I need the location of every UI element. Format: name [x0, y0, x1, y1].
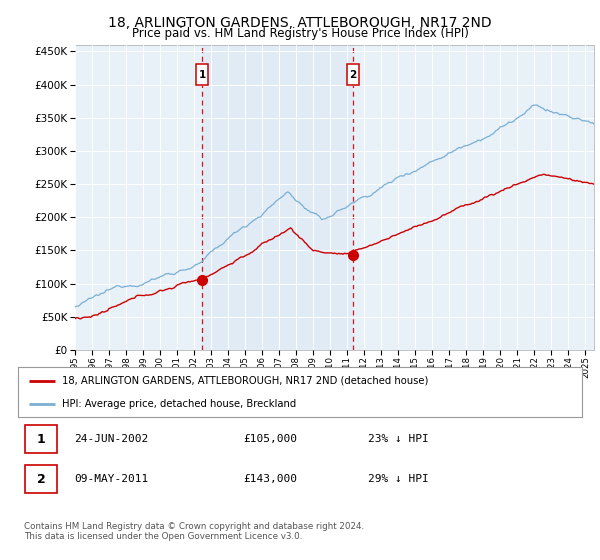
Text: 2: 2: [37, 473, 46, 486]
Text: 09-MAY-2011: 09-MAY-2011: [74, 474, 149, 484]
Text: £105,000: £105,000: [244, 434, 298, 444]
Text: HPI: Average price, detached house, Breckland: HPI: Average price, detached house, Brec…: [62, 399, 296, 409]
FancyBboxPatch shape: [25, 425, 58, 453]
Text: 1: 1: [37, 432, 46, 446]
Text: 1: 1: [199, 69, 206, 80]
FancyBboxPatch shape: [347, 64, 359, 85]
Text: 29% ↓ HPI: 29% ↓ HPI: [368, 474, 428, 484]
FancyBboxPatch shape: [196, 64, 208, 85]
Text: 24-JUN-2002: 24-JUN-2002: [74, 434, 149, 444]
Text: 18, ARLINGTON GARDENS, ATTLEBOROUGH, NR17 2ND (detached house): 18, ARLINGTON GARDENS, ATTLEBOROUGH, NR1…: [62, 376, 428, 386]
Bar: [202, 45, 353, 350]
Text: 2: 2: [350, 69, 357, 80]
Text: £143,000: £143,000: [244, 474, 298, 484]
Text: 23% ↓ HPI: 23% ↓ HPI: [368, 434, 428, 444]
Text: Price paid vs. HM Land Registry's House Price Index (HPI): Price paid vs. HM Land Registry's House …: [131, 27, 469, 40]
FancyBboxPatch shape: [25, 465, 58, 493]
Text: 18, ARLINGTON GARDENS, ATTLEBOROUGH, NR17 2ND: 18, ARLINGTON GARDENS, ATTLEBOROUGH, NR1…: [108, 16, 492, 30]
Text: Contains HM Land Registry data © Crown copyright and database right 2024.
This d: Contains HM Land Registry data © Crown c…: [24, 522, 364, 542]
